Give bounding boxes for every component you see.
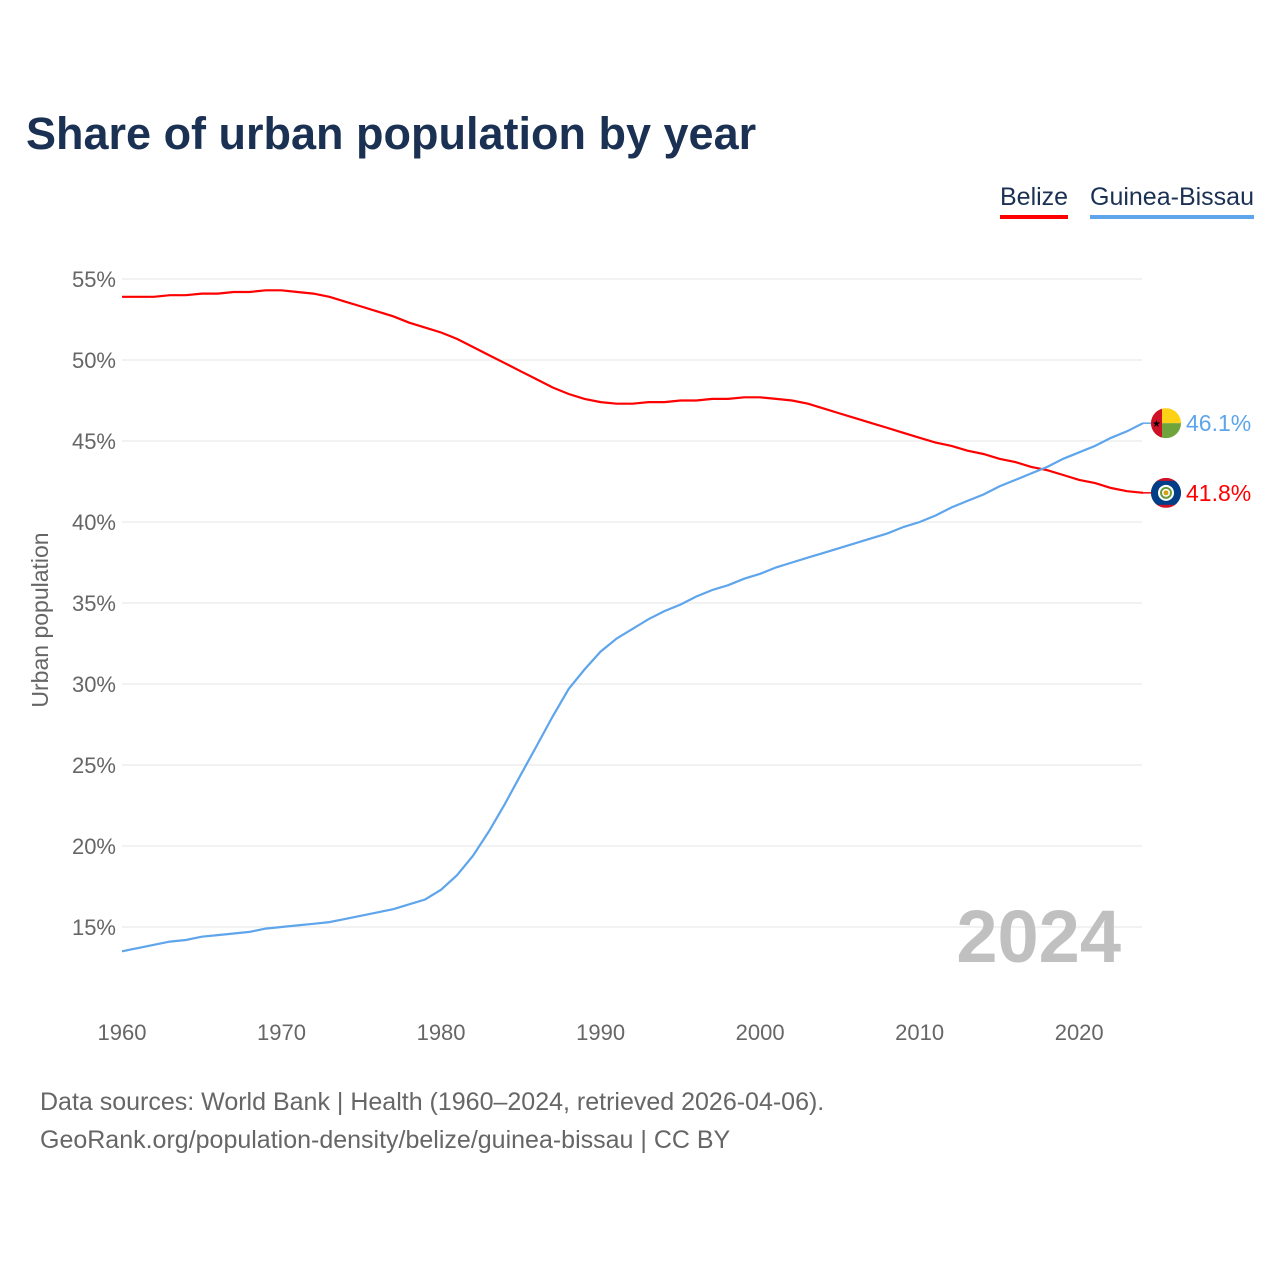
x-tick-label: 2010	[895, 1020, 944, 1045]
y-tick-label: 15%	[72, 915, 116, 940]
y-axis-label: Urban population	[27, 532, 53, 707]
y-tick-label: 20%	[72, 834, 116, 859]
series-line-belize	[122, 289, 1144, 494]
legend-item-guinea-bissau[interactable]: Guinea-Bissau	[1090, 183, 1254, 219]
y-tick-label: 25%	[72, 753, 116, 778]
y-tick-label: 50%	[72, 348, 116, 373]
end-value-label: 46.1%	[1186, 410, 1251, 436]
x-tick-label: 1960	[98, 1020, 147, 1045]
x-tick-label: 1990	[576, 1020, 625, 1045]
x-tick-label: 1980	[417, 1020, 466, 1045]
y-tick-label: 30%	[72, 672, 116, 697]
year-watermark: 2024	[956, 895, 1121, 978]
y-tick-label: 35%	[72, 591, 116, 616]
chart-title: Share of urban population by year	[26, 108, 757, 159]
end-value-label: 41.8%	[1186, 480, 1251, 506]
x-tick-label: 2020	[1055, 1020, 1104, 1045]
footer-sources: Data sources: World Bank | Health (1960–…	[40, 1088, 825, 1116]
legend-item-belize[interactable]: Belize	[1000, 183, 1069, 219]
y-tick-label: 45%	[72, 429, 116, 454]
x-tick-label: 2000	[736, 1020, 785, 1045]
series-line-guinea-bissau	[121, 422, 1144, 953]
y-tick-label: 55%	[72, 267, 116, 292]
y-tick-label: 40%	[72, 510, 116, 535]
belize-flag-icon	[1151, 477, 1181, 508]
guinea-bissau-flag-icon	[1151, 408, 1181, 439]
x-tick-label: 1970	[257, 1020, 306, 1045]
footer-link[interactable]: GeoRank.org/population-density/belize/gu…	[40, 1126, 731, 1154]
star-icon: ★	[1152, 419, 1161, 430]
